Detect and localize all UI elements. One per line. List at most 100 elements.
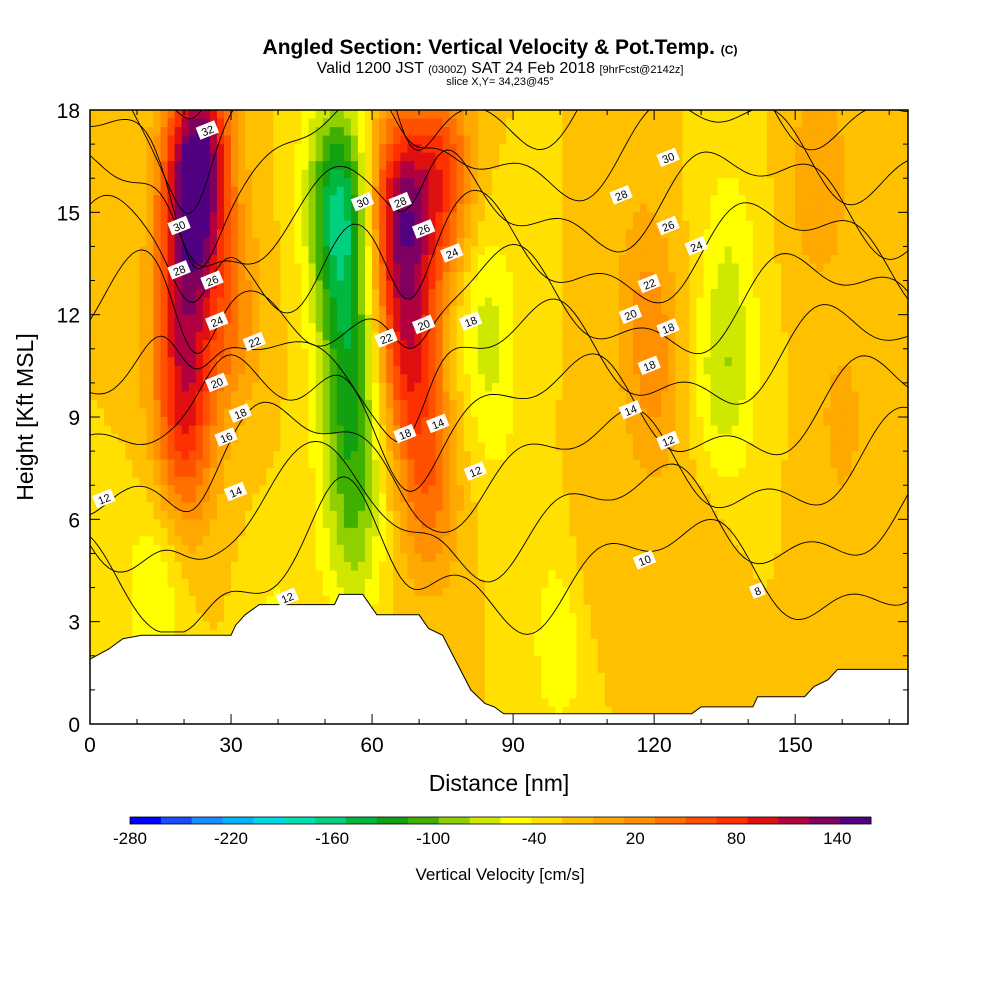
velocity-cell <box>499 698 507 708</box>
velocity-cell <box>477 246 486 256</box>
velocity-cell <box>541 357 549 367</box>
velocity-cell <box>428 596 437 606</box>
velocity-cell <box>273 254 281 265</box>
velocity-cell <box>372 527 380 537</box>
velocity-cell <box>308 502 317 512</box>
velocity-cell <box>90 195 98 205</box>
velocity-cell <box>294 408 303 418</box>
velocity-cell <box>329 536 338 546</box>
velocity-cell <box>202 348 211 358</box>
velocity-cell <box>386 365 394 375</box>
velocity-cell <box>372 604 380 614</box>
velocity-cell <box>146 220 155 230</box>
velocity-cell <box>449 519 458 529</box>
velocity-cell <box>372 476 380 486</box>
velocity-cell <box>386 570 394 580</box>
velocity-cell <box>527 689 535 700</box>
velocity-cell <box>90 442 98 452</box>
velocity-cell <box>513 706 521 717</box>
velocity-cell <box>372 161 380 171</box>
velocity-cell <box>428 280 437 290</box>
velocity-cell <box>111 434 119 444</box>
velocity-cell <box>506 152 514 162</box>
velocity-cell <box>315 306 324 316</box>
velocity-cell <box>216 587 225 597</box>
velocity-cell <box>209 630 218 640</box>
velocity-cell <box>372 229 380 239</box>
velocity-cell <box>555 561 564 572</box>
velocity-cell <box>442 519 451 529</box>
velocity-cell <box>266 220 274 230</box>
velocity-cell <box>245 417 253 427</box>
velocity-cell <box>428 289 437 299</box>
velocity-cell <box>421 237 430 248</box>
velocity-cell <box>160 485 169 495</box>
velocity-cell <box>209 399 218 410</box>
velocity-cell <box>520 152 528 162</box>
velocity-cell <box>477 237 486 248</box>
velocity-cell <box>301 178 310 188</box>
velocity-cell <box>372 178 380 188</box>
velocity-cell <box>541 399 549 410</box>
velocity-cell <box>160 510 169 520</box>
velocity-cell <box>139 135 148 145</box>
velocity-cell <box>555 263 564 273</box>
velocity-cell <box>160 118 169 128</box>
velocity-cell <box>400 382 408 393</box>
velocity-cell <box>238 314 246 324</box>
velocity-cell <box>266 408 274 418</box>
velocity-cell <box>569 178 578 188</box>
velocity-cell <box>520 399 528 410</box>
velocity-cell <box>357 118 366 128</box>
velocity-cell <box>449 127 458 137</box>
velocity-cell <box>111 118 119 128</box>
velocity-cell <box>294 561 303 572</box>
velocity-cell <box>393 510 401 520</box>
velocity-cell <box>231 314 239 324</box>
velocity-cell <box>562 161 571 171</box>
velocity-cell <box>477 340 486 350</box>
velocity-cell <box>357 510 366 520</box>
velocity-cell <box>379 459 387 469</box>
velocity-cell <box>125 229 133 239</box>
velocity-cell <box>350 118 359 128</box>
velocity-cell <box>442 331 451 341</box>
velocity-cell <box>520 502 528 512</box>
velocity-cell <box>167 365 176 375</box>
velocity-cell <box>266 212 274 222</box>
velocity-cell <box>400 263 408 273</box>
velocity-cell <box>195 178 204 188</box>
velocity-cell <box>527 246 535 256</box>
velocity-cell <box>421 468 430 478</box>
velocity-cell <box>555 408 564 418</box>
velocity-cell <box>484 144 493 154</box>
velocity-cell <box>301 468 310 478</box>
velocity-cell <box>146 178 155 188</box>
velocity-cell <box>442 425 451 435</box>
velocity-cell <box>125 127 133 137</box>
velocity-cell <box>111 220 119 230</box>
velocity-cell <box>280 451 289 461</box>
velocity-cell <box>499 246 507 256</box>
velocity-cell <box>357 451 366 461</box>
velocity-cell <box>104 451 112 461</box>
velocity-cell <box>336 297 345 307</box>
velocity-cell <box>527 698 535 708</box>
velocity-cell <box>167 254 176 265</box>
velocity-cell <box>118 297 126 307</box>
velocity-cell <box>534 604 542 614</box>
velocity-cell <box>294 152 303 162</box>
velocity-cell <box>280 417 289 427</box>
velocity-cell <box>357 544 366 555</box>
velocity-cell <box>513 689 521 700</box>
valid-date: SAT 24 Feb 2018 <box>471 60 595 77</box>
velocity-cell <box>301 161 310 171</box>
velocity-cell <box>273 289 281 299</box>
velocity-cell <box>428 613 437 623</box>
velocity-cell <box>527 365 535 375</box>
velocity-cell <box>266 451 274 461</box>
velocity-cell <box>252 510 260 520</box>
velocity-cell <box>435 579 444 589</box>
velocity-cell <box>421 502 430 512</box>
velocity-cell <box>463 502 472 512</box>
